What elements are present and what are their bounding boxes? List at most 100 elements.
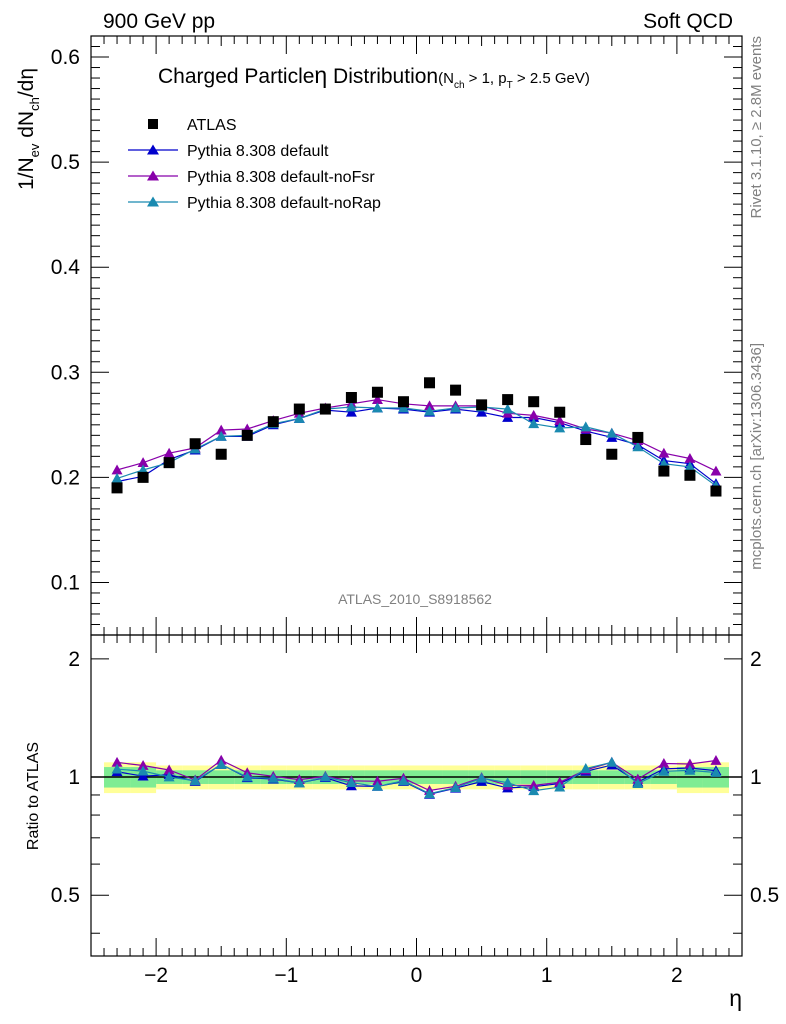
series-1-point [528, 409, 540, 420]
ratio-series-2-point [163, 771, 175, 782]
ratio-series-2-point [397, 775, 409, 786]
header-right-label: Soft QCD [643, 10, 733, 33]
series-0-point [345, 406, 357, 417]
legend-label-nofsr: Pythia 8.308 default-noFsr [187, 169, 375, 186]
series-2-point [502, 403, 514, 414]
atlas-data-point [215, 448, 227, 460]
ratio-tick-label-left: 0.5 [51, 884, 80, 907]
atlas-data-point [502, 394, 514, 406]
y-tick-label: 0.3 [51, 361, 80, 384]
ratio-tick-label-left: 1 [68, 766, 80, 789]
ratio-series-1-point [528, 779, 540, 790]
legend-label-norap: Pythia 8.308 default-noRap [187, 195, 381, 212]
y-tick-label: 0.1 [51, 571, 80, 594]
atlas-data-point [189, 438, 201, 450]
series-2-point [293, 413, 305, 423]
atlas-data-point [137, 471, 149, 483]
series-2-point [554, 422, 566, 433]
series-1-point [658, 447, 670, 458]
ratio-series-2-point [215, 758, 227, 769]
y-axis-label-p1: 1/N [15, 157, 38, 190]
atlas-data-point [345, 392, 357, 404]
x-tick-label: 0 [411, 964, 423, 987]
x-tick-label: 1 [541, 964, 553, 987]
ratio-y-axis-label: Ratio to ATLAS [25, 742, 42, 850]
series-1-point [215, 424, 227, 435]
legend-label-default: Pythia 8.308 default [187, 143, 329, 160]
atlas-data-point [319, 403, 331, 415]
y-axis-label-p3: /dη [15, 68, 38, 97]
series-0-point [476, 406, 488, 417]
series-2-point [606, 427, 618, 438]
ratio-series-2-point [371, 780, 383, 791]
atlas-data-point [554, 406, 566, 418]
analysis-tag: ATLAS_2010_S8918562 [338, 591, 492, 607]
ratio-tick-label-right: 2 [750, 648, 762, 671]
y-tick-label: 0.2 [51, 466, 80, 489]
header-left-label: 900 GeV pp [103, 10, 215, 33]
series-1-point [710, 465, 722, 476]
series-2-point [580, 421, 592, 432]
atlas-data-point [267, 416, 279, 428]
atlas-data-point [476, 399, 488, 411]
atlas-data-point [111, 482, 123, 494]
series-2-point [215, 430, 227, 441]
ratio-series-2-point [502, 777, 514, 788]
ratio-series-2-point [111, 763, 123, 774]
series-1-point [371, 394, 383, 405]
ratio-series-2-point [319, 771, 331, 782]
ratio-panel: −2 −1 0 1 2 0.5 0.5 1 1 2 2 Ratio to ATLAS [25, 634, 779, 987]
ratio-series-2-point [189, 775, 201, 786]
series-line-2 [116, 406, 717, 487]
atlas-data-point [658, 465, 670, 477]
series-2-point [111, 472, 123, 483]
ratio-series-2-point [293, 777, 305, 788]
atlas-data-point [241, 429, 253, 441]
x-axis-label: η [729, 985, 742, 1011]
series-1-point [163, 447, 175, 458]
ratio-series-2-point [580, 763, 592, 773]
legend-label-atlas: ATLAS [187, 117, 237, 134]
legend-item-nofsr: Pythia 8.308 default-noFsr [128, 169, 375, 186]
ratio-series-1-point [371, 775, 383, 786]
ratio-series-1-point [658, 757, 670, 768]
legend-marker-triangle [147, 196, 159, 207]
series-2-point [424, 405, 436, 416]
series-2-point [684, 461, 696, 472]
atlas-data-point [450, 384, 462, 396]
atlas-data-point [580, 434, 592, 446]
chart-title-eta: η [314, 62, 327, 88]
series-1-point [111, 464, 123, 475]
ratio-series-2-point [710, 767, 722, 777]
legend-item-atlas: ATLAS [148, 117, 237, 134]
ratio-series-2-point [345, 777, 357, 788]
atlas-data-point [397, 396, 409, 408]
x-tick-label: −2 [144, 964, 168, 987]
atlas-data-point [528, 396, 540, 408]
ratio-series-2-point [424, 788, 436, 799]
ratio-series-1-point [684, 758, 696, 769]
ratio-tick-label-left: 2 [68, 648, 80, 671]
ratio-series-2-point [554, 781, 566, 792]
atlas-data-point [710, 485, 722, 497]
legend-marker-triangle [147, 170, 159, 181]
ratio-series-2-point [606, 756, 618, 767]
ratio-series-1-point [137, 759, 149, 770]
ratio-series-0-point [137, 770, 149, 781]
y-tick-label: 0.4 [51, 256, 81, 279]
main-panel: 0.1 0.2 0.3 0.4 0.5 0.6 Charged Particleη Dis… [15, 35, 743, 956]
series-1-point [424, 400, 436, 411]
atlas-data-point [424, 377, 436, 389]
ratio-series-2-point [684, 764, 696, 775]
series-2-point [450, 402, 462, 413]
atlas-data-point [632, 431, 644, 443]
y-tick-label: 0.5 [51, 151, 80, 174]
ratio-series-2-point [528, 785, 540, 796]
series-1-point [137, 457, 149, 468]
chart-title-cut-t: T [507, 80, 513, 91]
ratio-series-2-point [450, 782, 462, 792]
atlas-data-point [684, 469, 696, 481]
series-2-point [345, 401, 357, 412]
ratio-panel-frame [90, 634, 743, 957]
